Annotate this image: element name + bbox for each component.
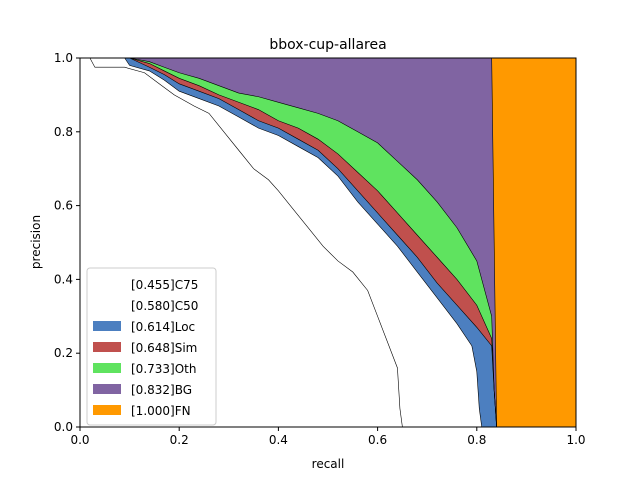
y-axis-ticks: 0.0 0.2 0.4 0.6 0.8 1.0 <box>54 51 80 434</box>
legend-swatch-1-000-fn <box>93 405 121 415</box>
legend-swatch-0-648-sim <box>93 342 121 352</box>
curve-0-648-sim <box>80 57 497 428</box>
plot-frame <box>79 57 577 428</box>
x-tick-label: 0.4 <box>269 433 288 447</box>
legend-label-0-580-c50: [0.580]C50 <box>131 299 198 313</box>
legend-label-0-648-sim: [0.648]Sim <box>131 341 197 355</box>
legend-label-0-832-bg: [0.832]BG <box>131 383 192 397</box>
x-tick-label: 1.0 <box>566 433 585 447</box>
legend-label-0-614-loc: [0.614]Loc <box>131 320 195 334</box>
curve-0-733-oth <box>80 57 497 428</box>
legend: [0.455]C75 [0.580]C50 [0.614]Loc [0.648]Sim… <box>86 267 217 426</box>
curve-0-580-c50 <box>80 57 483 428</box>
legend-swatch-0-580-c50 <box>93 300 121 310</box>
y-axis-label: precision <box>29 215 43 269</box>
legend-label-0-455-c75: [0.455]C75 <box>131 278 198 292</box>
legend-swatch-0-832-bg <box>93 384 121 394</box>
x-axis-ticks: 0.0 0.2 0.4 0.6 0.8 1.0 <box>70 427 586 447</box>
legend-label-0-733-oth: [0.733]Oth <box>131 362 196 376</box>
y-tick-label: 0.8 <box>54 125 73 139</box>
y-tick-label: 0.4 <box>54 272 73 286</box>
y-tick-label: 0.0 <box>54 420 73 434</box>
x-tick-label: 0.6 <box>368 433 387 447</box>
legend-label-1-000-fn: [1.000]FN <box>131 404 191 418</box>
area-outlines <box>80 57 497 428</box>
legend-swatch-0-614-loc <box>93 321 121 331</box>
curve-0-614-loc <box>80 57 497 428</box>
y-tick-label: 1.0 <box>54 51 73 65</box>
x-tick-label: 0.0 <box>70 433 89 447</box>
x-tick-label: 0.2 <box>170 433 189 447</box>
chart-title: bbox-cup-allarea <box>269 37 386 53</box>
x-tick-label: 0.8 <box>467 433 486 447</box>
legend-swatch-0-733-oth <box>93 363 121 373</box>
legend-swatch-0-455-c75 <box>93 279 121 289</box>
curve-0-455-c75 <box>80 57 403 428</box>
y-tick-label: 0.6 <box>54 199 73 213</box>
x-axis-label: recall <box>312 457 345 471</box>
y-tick-label: 0.2 <box>54 346 73 360</box>
